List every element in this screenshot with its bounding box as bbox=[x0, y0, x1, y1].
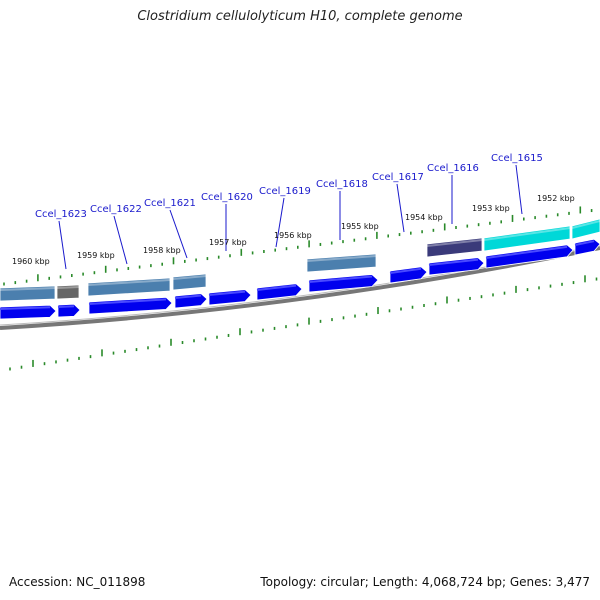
gene-connector-line bbox=[169, 209, 188, 259]
kbp-label: 1957 kbp bbox=[209, 238, 247, 247]
feature-shine bbox=[483, 227, 571, 241]
feature-shine bbox=[426, 239, 483, 247]
gene-label[interactable]: Ccel_1619 bbox=[259, 186, 311, 197]
cds-shine bbox=[485, 245, 568, 259]
backbone-arc bbox=[0, 246, 600, 330]
gene-label[interactable]: Ccel_1621 bbox=[144, 198, 196, 209]
feature-shine bbox=[571, 220, 600, 229]
feature-track bbox=[0, 218, 600, 302]
cds-shine bbox=[389, 267, 422, 274]
cds-shine bbox=[428, 258, 479, 266]
kbp-label: 1958 kbp bbox=[143, 246, 181, 255]
inner-tick-ring bbox=[9, 275, 598, 371]
feature-segment[interactable] bbox=[0, 285, 56, 302]
kbp-labels: 1960 kbp 1959 kbp 1958 kbp 1957 kbp 1956 kbp… bbox=[12, 194, 575, 266]
gene-label[interactable]: Ccel_1622 bbox=[90, 204, 142, 215]
gene-label[interactable]: Ccel_1623 bbox=[35, 209, 87, 220]
feature-segment[interactable] bbox=[426, 237, 483, 258]
feature-segment[interactable] bbox=[172, 273, 207, 291]
cds-shine bbox=[308, 275, 373, 283]
cds-shine bbox=[208, 290, 246, 296]
feature-shine bbox=[0, 287, 56, 291]
cds-arrow[interactable] bbox=[428, 257, 485, 276]
feature-shine bbox=[172, 275, 207, 280]
gene-label[interactable]: Ccel_1618 bbox=[316, 179, 368, 190]
gene-connector-line bbox=[58, 220, 67, 270]
kbp-label: 1953 kbp bbox=[472, 204, 510, 213]
kbp-label: 1960 kbp bbox=[12, 257, 50, 266]
feature-segment[interactable] bbox=[306, 253, 377, 273]
label-connectors bbox=[58, 164, 523, 270]
feature-shine bbox=[56, 286, 80, 289]
cds-arrow[interactable] bbox=[485, 244, 574, 269]
feature-segment[interactable] bbox=[483, 225, 571, 252]
feature-segment[interactable] bbox=[87, 277, 171, 297]
accession-text: Accession: NC_011898 bbox=[9, 575, 146, 589]
cds-arrow[interactable] bbox=[308, 274, 379, 293]
gene-label[interactable]: Ccel_1620 bbox=[201, 192, 253, 203]
outer-tick-ring bbox=[3, 206, 593, 286]
gene-label[interactable]: Ccel_1617 bbox=[372, 172, 424, 183]
feature-segment[interactable] bbox=[56, 284, 80, 300]
kbp-label: 1952 kbp bbox=[537, 194, 575, 203]
gene-connector-line bbox=[396, 183, 405, 233]
cds-track bbox=[0, 238, 600, 320]
cds-shine bbox=[0, 306, 51, 310]
cds-shine bbox=[174, 294, 202, 299]
kbp-label: 1955 kbp bbox=[341, 222, 379, 231]
cds-arrow[interactable] bbox=[88, 296, 173, 315]
gene-label[interactable]: Ccel_1616 bbox=[427, 163, 479, 174]
gene-label[interactable]: Ccel_1615 bbox=[491, 153, 543, 164]
cds-shine bbox=[88, 298, 167, 305]
gene-connector-line bbox=[113, 215, 128, 265]
cds-shine bbox=[256, 284, 297, 291]
kbp-label: 1959 kbp bbox=[77, 251, 115, 260]
feature-shine bbox=[306, 255, 377, 262]
feature-shine bbox=[87, 279, 171, 286]
gene-connector-line bbox=[515, 164, 523, 215]
map-title: Clostridium cellulolyticum H10, complete… bbox=[137, 9, 463, 24]
feature-segment[interactable] bbox=[571, 218, 600, 240]
cds-shine bbox=[57, 305, 75, 308]
kbp-label: 1956 kbp bbox=[274, 231, 312, 240]
cds-shine bbox=[574, 240, 595, 246]
gene-connector-line bbox=[275, 197, 285, 248]
genome-summary-text: Topology: circular; Length: 4,068,724 bp… bbox=[260, 575, 590, 589]
kbp-label: 1954 kbp bbox=[405, 213, 443, 222]
